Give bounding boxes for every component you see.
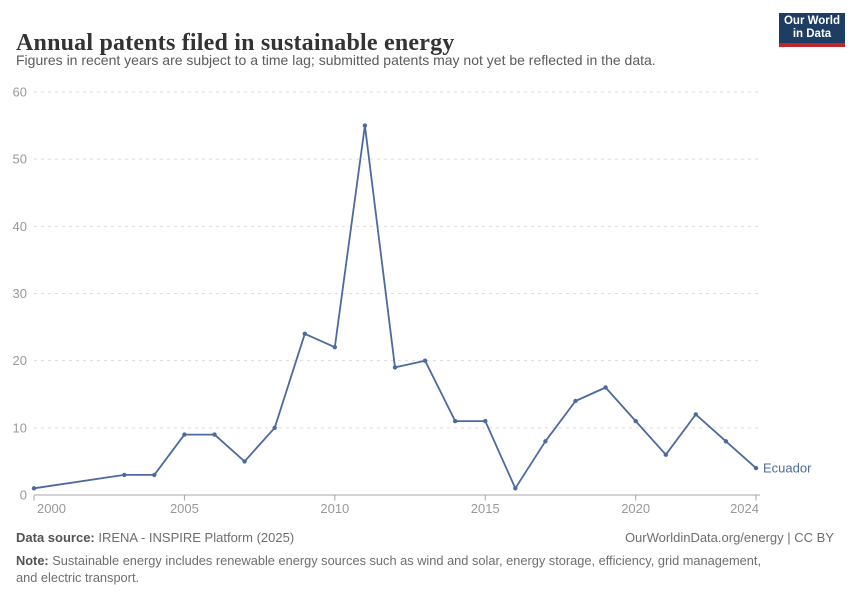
series-label[interactable]: Ecuador xyxy=(763,461,812,476)
y-axis-tick-label: 0 xyxy=(20,488,27,503)
note-label: Note: xyxy=(16,553,49,568)
data-point[interactable] xyxy=(362,123,368,128)
data-point[interactable] xyxy=(453,418,458,424)
x-axis-tick-label: 2020 xyxy=(621,501,650,516)
x-axis-tick-label: 2005 xyxy=(170,501,199,516)
y-axis-tick-label: 10 xyxy=(13,420,27,435)
x-axis-tick-label: 2000 xyxy=(37,501,66,516)
chart-footer: Data source: IRENA - INSPIRE Platform (2… xyxy=(16,529,834,586)
page-title: Annual patents filed in sustainable ener… xyxy=(16,30,455,57)
data-point[interactable] xyxy=(242,459,247,464)
x-axis-tick-label: 2024 xyxy=(730,501,759,516)
data-point[interactable] xyxy=(392,365,398,370)
data-point[interactable] xyxy=(543,439,548,444)
data-point[interactable] xyxy=(573,398,578,404)
data-source-text: IRENA - INSPIRE Platform (2025) xyxy=(94,530,295,545)
owid-logo-line2: in Data xyxy=(792,28,832,40)
data-point[interactable] xyxy=(753,465,759,471)
y-axis-tick-label: 40 xyxy=(13,219,27,234)
y-axis-tick-label: 30 xyxy=(13,286,27,301)
owid-logo[interactable]: Our World in Data xyxy=(779,13,845,47)
data-point[interactable] xyxy=(182,432,187,437)
data-point[interactable] xyxy=(603,385,608,390)
data-point[interactable] xyxy=(31,486,37,491)
chart-area: 0 10 20 30 40 50 60 2000 2005 2010 2015 2020 2024 Ecu… xyxy=(0,80,850,530)
y-axis-tick-label: 60 xyxy=(13,85,27,100)
chart-note: Note: Sustainable energy includes renewa… xyxy=(16,552,768,586)
line-chart: 0 10 20 30 40 50 60 2000 2005 2010 2015 2020 2024 Ecu… xyxy=(13,85,813,517)
owid-logo-line1: Our World xyxy=(783,15,840,27)
data-line[interactable] xyxy=(33,124,757,490)
data-point[interactable] xyxy=(302,331,307,336)
x-axis-tick-label: 2015 xyxy=(471,501,500,516)
data-source: Data source: IRENA - INSPIRE Platform (2… xyxy=(16,529,294,546)
data-point[interactable] xyxy=(693,412,698,417)
data-source-label: Data source: xyxy=(16,530,95,545)
y-axis-tick-label: 20 xyxy=(13,353,27,368)
data-point[interactable] xyxy=(422,358,428,363)
data-point[interactable] xyxy=(483,418,488,424)
note-text: Sustainable energy includes renewable en… xyxy=(16,553,762,585)
data-point[interactable] xyxy=(332,345,337,350)
data-point[interactable] xyxy=(513,486,518,491)
chart-subtitle: Figures in recent years are subject to a… xyxy=(16,52,656,68)
data-point[interactable] xyxy=(212,432,217,437)
y-axis-tick-label: 50 xyxy=(13,152,27,167)
x-axis-tick-label: 2010 xyxy=(320,501,349,516)
credit-link[interactable]: OurWorldinData.org/energy | CC BY xyxy=(624,530,834,545)
data-point[interactable] xyxy=(152,472,157,478)
data-point[interactable] xyxy=(723,439,729,444)
data-point[interactable] xyxy=(633,418,638,424)
data-point[interactable] xyxy=(272,425,277,430)
data-point[interactable] xyxy=(122,472,127,478)
data-point[interactable] xyxy=(663,452,668,457)
